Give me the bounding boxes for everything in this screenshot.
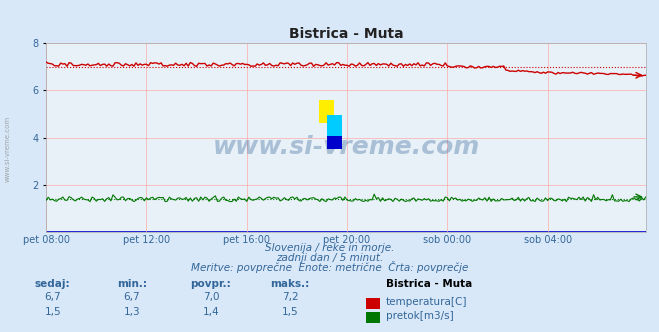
Text: www.si-vreme.com: www.si-vreme.com — [212, 135, 480, 159]
Text: zadnji dan / 5 minut.: zadnji dan / 5 minut. — [276, 253, 383, 263]
Text: Slovenija / reke in morje.: Slovenija / reke in morje. — [265, 243, 394, 253]
Text: 6,7: 6,7 — [44, 292, 61, 302]
FancyBboxPatch shape — [327, 115, 342, 138]
Text: maks.:: maks.: — [270, 279, 310, 289]
Text: Meritve: povprečne  Enote: metrične  Črta: povprečje: Meritve: povprečne Enote: metrične Črta:… — [191, 261, 468, 273]
FancyBboxPatch shape — [319, 100, 334, 123]
Text: 1,4: 1,4 — [202, 307, 219, 317]
Text: pretok[m3/s]: pretok[m3/s] — [386, 311, 453, 321]
Text: 1,3: 1,3 — [123, 307, 140, 317]
FancyBboxPatch shape — [327, 136, 342, 149]
Text: 1,5: 1,5 — [44, 307, 61, 317]
Text: www.si-vreme.com: www.si-vreme.com — [5, 116, 11, 183]
Text: 1,5: 1,5 — [281, 307, 299, 317]
Text: povpr.:: povpr.: — [190, 279, 231, 289]
Text: 6,7: 6,7 — [123, 292, 140, 302]
Text: sedaj:: sedaj: — [35, 279, 71, 289]
Text: min.:: min.: — [117, 279, 147, 289]
Title: Bistrica - Muta: Bistrica - Muta — [289, 27, 403, 41]
Text: 7,0: 7,0 — [202, 292, 219, 302]
Text: Bistrica - Muta: Bistrica - Muta — [386, 279, 472, 289]
Text: temperatura[C]: temperatura[C] — [386, 297, 467, 307]
Text: 7,2: 7,2 — [281, 292, 299, 302]
